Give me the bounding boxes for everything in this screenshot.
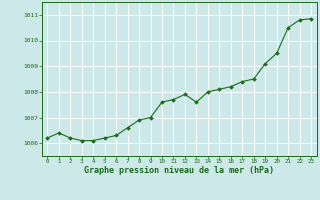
X-axis label: Graphe pression niveau de la mer (hPa): Graphe pression niveau de la mer (hPa) xyxy=(84,166,274,175)
